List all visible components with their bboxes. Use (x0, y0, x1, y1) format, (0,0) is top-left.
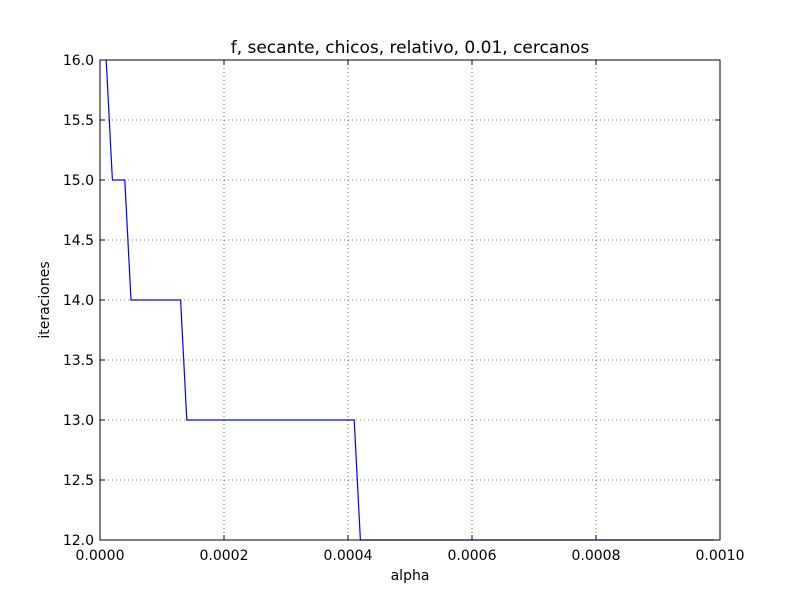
x-axis-label: alpha (391, 568, 430, 584)
chart-title: f, secante, chicos, relativo, 0.01, cerc… (231, 38, 590, 58)
y-tick-label: 14.0 (63, 293, 94, 309)
x-tick-label: 0.0008 (572, 548, 621, 564)
x-tick-label: 0.0002 (200, 548, 249, 564)
y-tick-label: 12.5 (63, 473, 94, 489)
ticks: 0.0000 0.0002 0.0004 0.0006 0.0008 0.0010 12.0… (63, 53, 745, 564)
x-tick-label: 0.0010 (696, 548, 745, 564)
y-axis-label: iteraciones (37, 261, 53, 338)
y-tick-label: 16.0 (63, 53, 94, 69)
y-tick-label: 14.5 (63, 233, 94, 249)
y-tick-label: 15.5 (63, 113, 94, 129)
y-tick-label: 13.5 (63, 353, 94, 369)
y-tick-label: 13.0 (63, 413, 94, 429)
series-line (105, 59, 714, 541)
series-layer (105, 59, 714, 541)
x-tick-label: 0.0006 (448, 548, 497, 564)
x-tick-label: 0.0000 (76, 548, 125, 564)
y-tick-label: 12.0 (63, 533, 94, 549)
x-tick-label: 0.0004 (324, 548, 373, 564)
y-tick-label: 15.0 (63, 173, 94, 189)
